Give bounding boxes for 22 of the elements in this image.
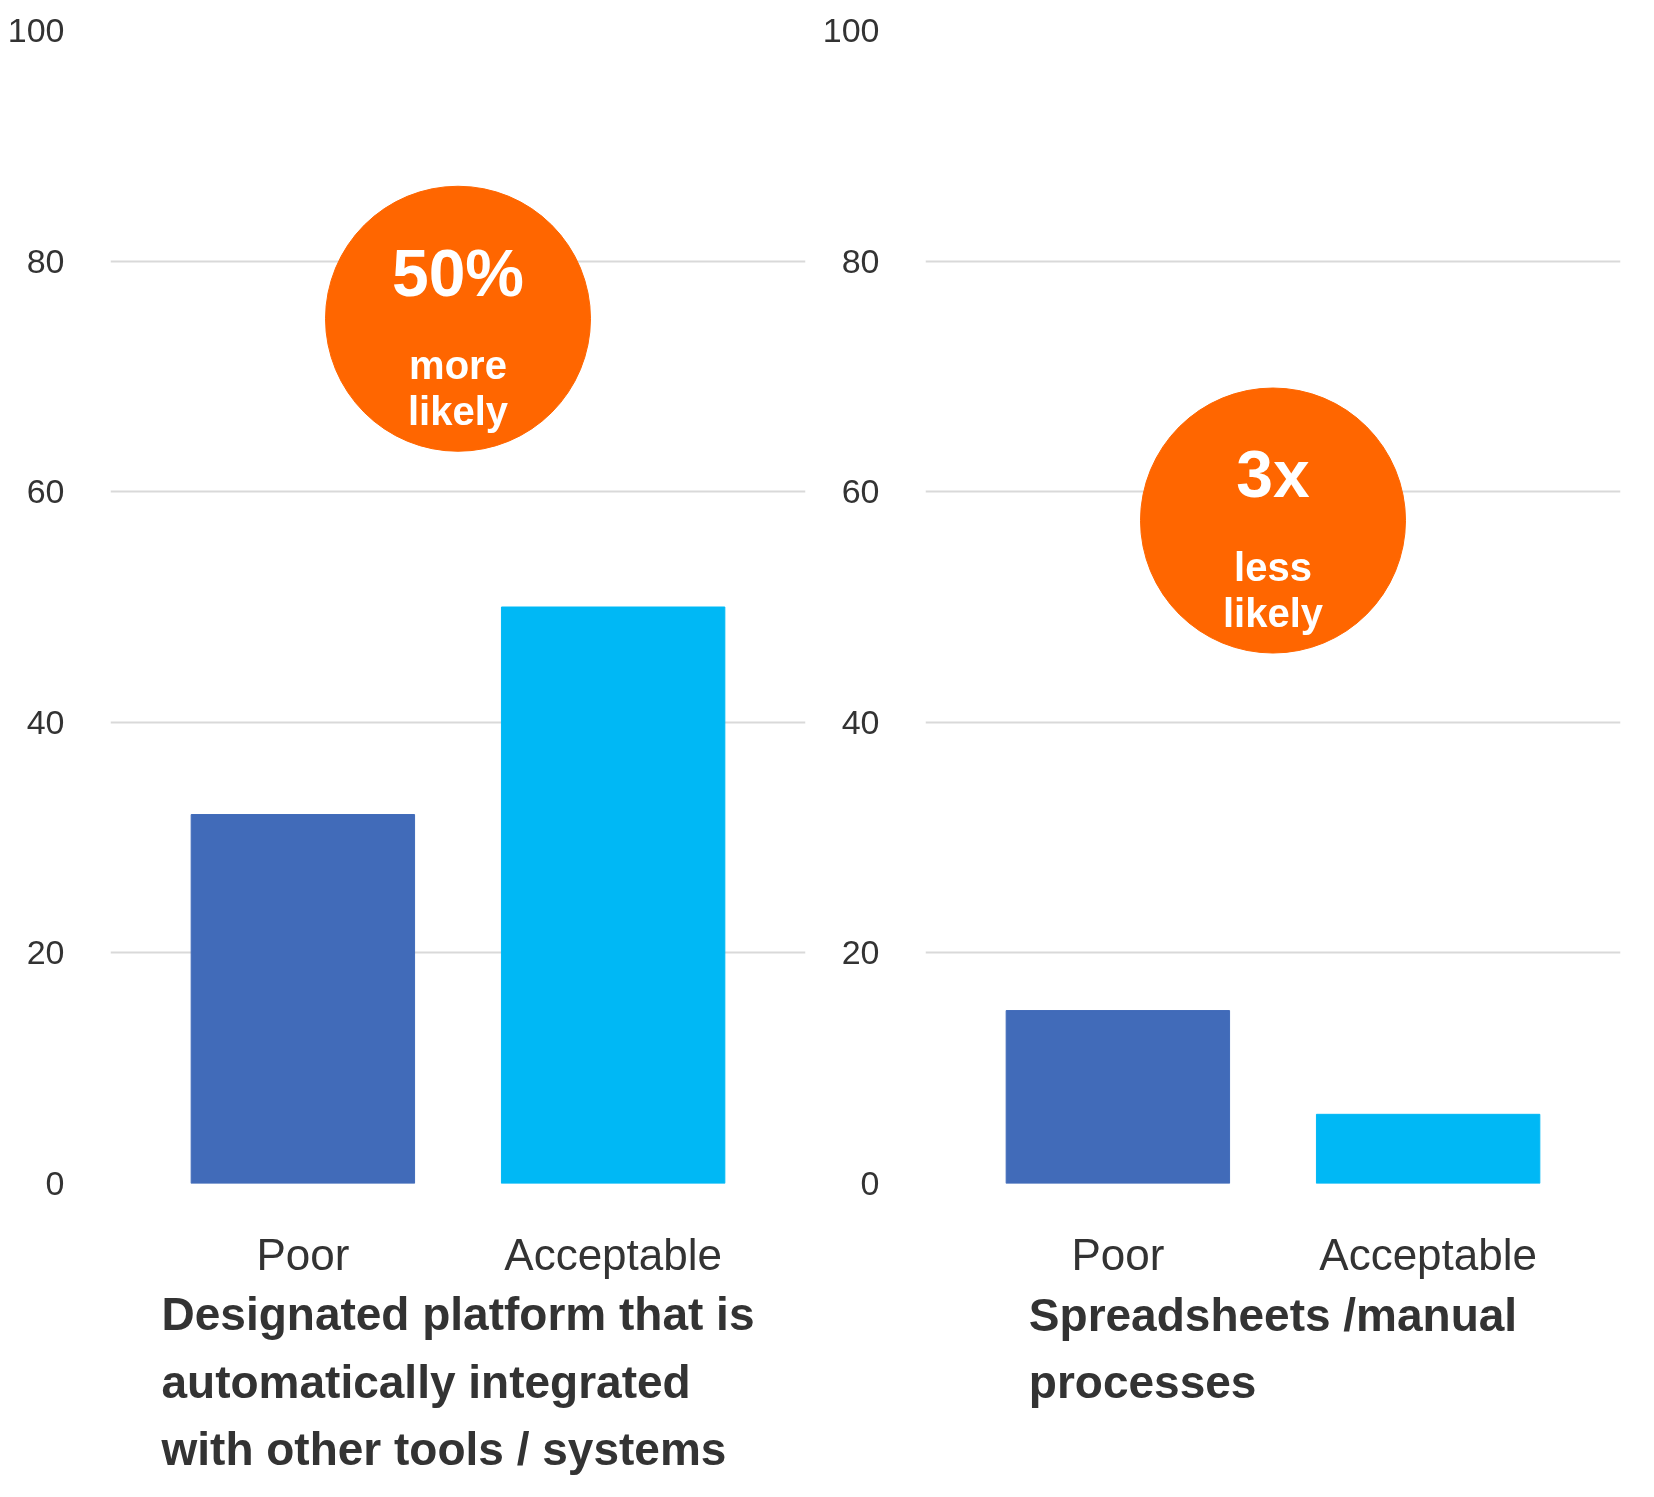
y-tick-label: 100	[7, 11, 65, 49]
x-tick-label: Acceptable	[1319, 1229, 1537, 1279]
annotation: 3x	[1236, 437, 1310, 512]
y-tick-label: 0	[860, 1164, 880, 1202]
y-tick-label: 40	[26, 702, 65, 741]
y-tick-label: 40	[841, 702, 880, 741]
x-tick-label: Poor	[1071, 1229, 1165, 1279]
y-tick-label: 0	[45, 1164, 65, 1202]
y-tick-label: 80	[26, 241, 65, 280]
y-tick-label: 20	[26, 933, 65, 972]
annotation: 50%	[391, 235, 525, 310]
y-tick-label: 20	[841, 933, 880, 972]
text: Spreadsheets /manual processes	[1028, 1288, 1518, 1409]
annotation: more likely	[407, 342, 509, 434]
x-tick-label: Acceptable	[504, 1229, 722, 1279]
text: Designated platform that is automatically integrated with other tools / systems	[160, 1288, 755, 1476]
y-tick-label: 60	[26, 472, 65, 511]
y-tick-label: 60	[841, 472, 880, 511]
y-tick-label: 100	[822, 11, 880, 49]
annotation: less likely	[1222, 544, 1324, 635]
y-tick-label: 80	[841, 241, 880, 280]
x-tick-label: Poor	[256, 1229, 350, 1279]
